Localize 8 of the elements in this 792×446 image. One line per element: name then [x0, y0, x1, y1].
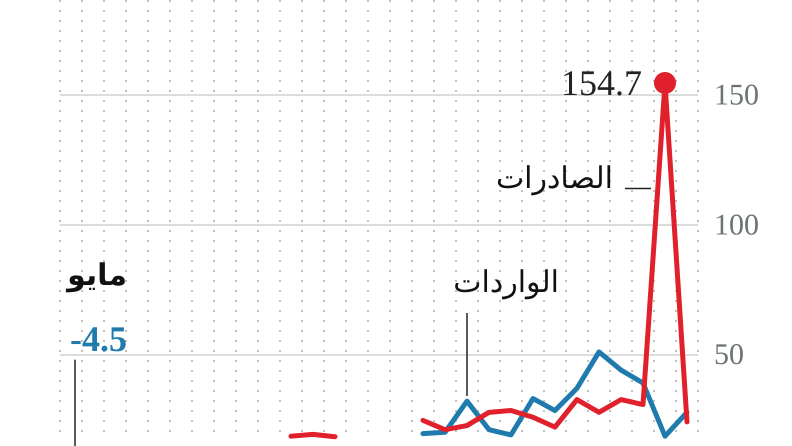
y-tick-label: 150 — [714, 78, 759, 112]
series-label: الصادرات — [496, 160, 613, 196]
data-label: 154.7 — [561, 62, 642, 103]
y-tick-label: 50 — [714, 338, 744, 371]
y-tick-label: 100 — [714, 208, 759, 242]
annotation: -4.5 — [70, 318, 127, 360]
annotation: مايو — [67, 258, 127, 293]
text: الواردات — [453, 265, 559, 300]
